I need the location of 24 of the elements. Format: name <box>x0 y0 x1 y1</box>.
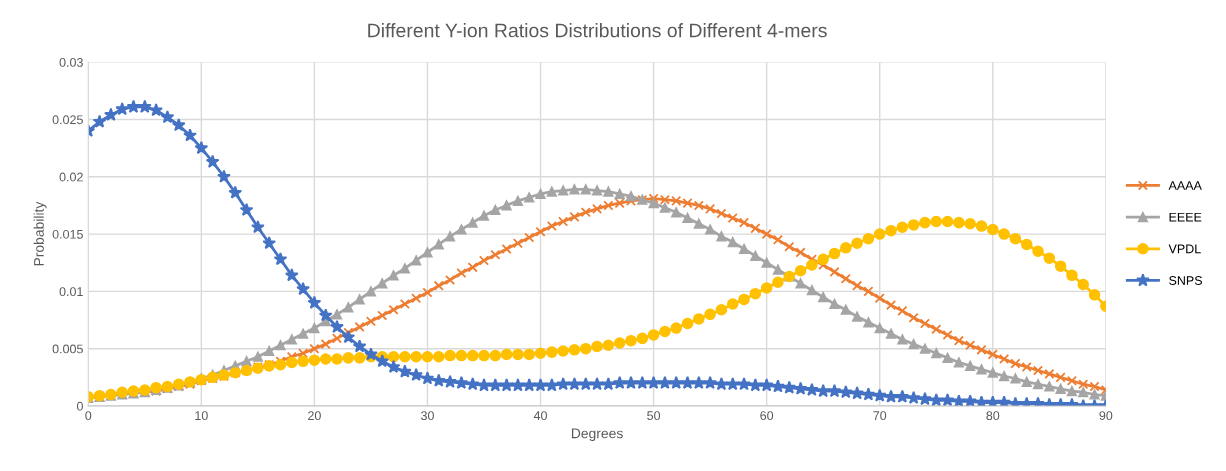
y-tick-label: 0.025 <box>52 115 83 125</box>
x-tick-label: 90 <box>1099 411 1113 421</box>
x-tick-label: 20 <box>308 411 321 421</box>
y-tick-label: 0.005 <box>52 344 83 354</box>
chart-title: Different Y-ion Ratios Distributions of Different 4-mers <box>368 23 827 38</box>
y-tick-label: 0.01 <box>59 287 83 297</box>
y-axis-title: Probability <box>33 201 47 266</box>
legend-label: EEEE <box>1169 212 1202 222</box>
legend-label: AAAA <box>1168 181 1202 190</box>
x-tick-label: 60 <box>760 411 774 421</box>
legend-label: SNPS <box>1169 276 1202 285</box>
x-tick-label: 40 <box>533 411 547 421</box>
y-tick-label: 0.03 <box>59 57 83 67</box>
x-tick-label: 70 <box>873 411 887 421</box>
y-tick-label: 0.015 <box>52 229 83 239</box>
y-tick-label: 0.02 <box>59 172 83 182</box>
x-tick-label: 0 <box>85 411 92 421</box>
legend-label: VPDL <box>1168 244 1201 254</box>
x-tick-label: 80 <box>986 411 1000 421</box>
x-axis-title: Degrees <box>571 428 623 442</box>
x-tick-label: 30 <box>420 411 434 421</box>
x-tick-label: 50 <box>647 411 661 421</box>
x-tick-label: 10 <box>195 411 208 421</box>
y-tick-label: 0 <box>76 401 83 411</box>
